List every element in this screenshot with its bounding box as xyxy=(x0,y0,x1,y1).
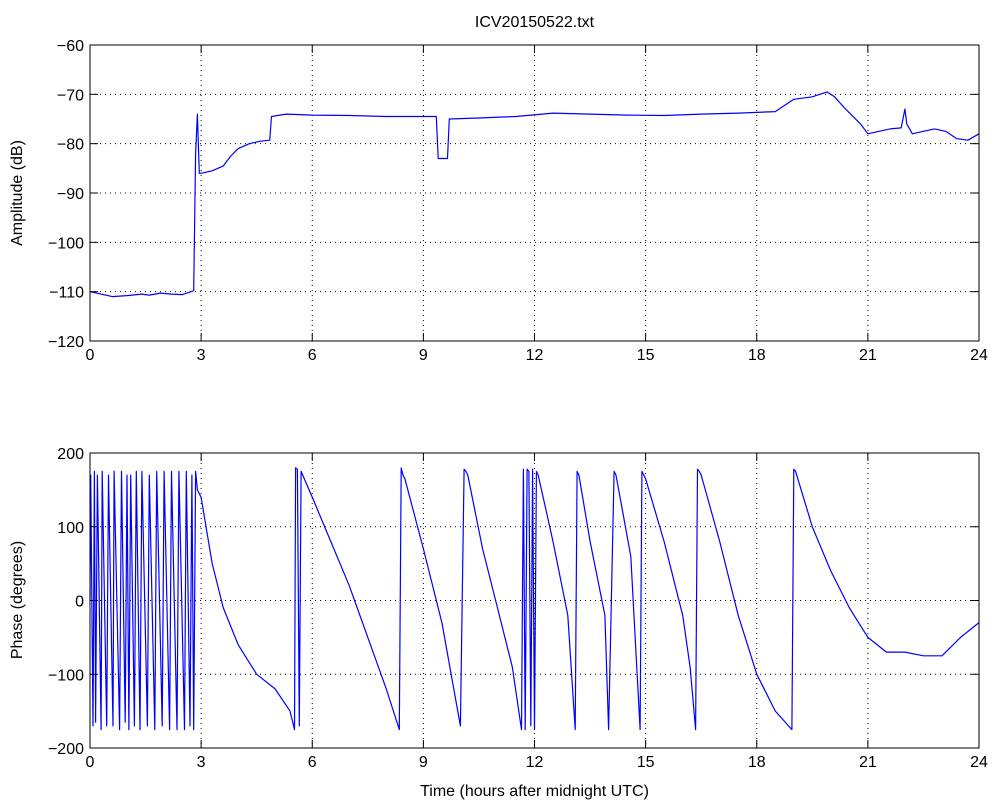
amplitude-x-tick-label: 12 xyxy=(526,347,544,364)
phase-y-tick-label: 0 xyxy=(75,594,84,611)
phase-ticks: 0 3 6 9 12 15 18 21 24 −200 −100 0 100 200 xyxy=(48,446,988,771)
phase-x-tick-label: 6 xyxy=(308,754,317,771)
amplitude-series-line xyxy=(89,91,980,298)
phase-y-tick-label: 100 xyxy=(57,520,84,537)
amplitude-ticks: 0 3 6 9 12 15 18 21 24 −120 −110 −100 −90 −80 −70 −60 xyxy=(48,38,988,364)
phase-x-tick-label: 12 xyxy=(526,754,544,771)
phase-plot: 0 3 6 9 12 15 18 21 24 −200 −100 0 100 200 Phase (deg… xyxy=(9,446,988,800)
amplitude-series xyxy=(89,91,980,298)
amplitude-plot: 0 3 6 9 12 15 18 21 24 −120 −110 −100 −90 −80 −70 −60 I… xyxy=(9,14,988,364)
phase-x-tick-label: 18 xyxy=(748,754,766,771)
phase-y-tick-label: −200 xyxy=(48,741,84,758)
phase-x-tick-label: 0 xyxy=(86,754,95,771)
amplitude-chart-title: ICV20150522.txt xyxy=(475,14,595,31)
phase-series xyxy=(89,467,980,731)
amplitude-x-tick-label: 18 xyxy=(748,347,766,364)
amplitude-x-tick-label: 6 xyxy=(308,347,317,364)
phase-x-tick-label: 21 xyxy=(859,754,877,771)
amplitude-y-tick-label: −60 xyxy=(57,38,84,55)
amplitude-x-tick-label: 21 xyxy=(859,347,877,364)
amplitude-y-tick-label: −90 xyxy=(57,186,84,203)
phase-x-tick-label: 24 xyxy=(970,754,988,771)
phase-x-tick-label: 3 xyxy=(197,754,206,771)
amplitude-y-tick-label: −80 xyxy=(57,137,84,154)
phase-y-tick-label: −100 xyxy=(48,667,84,684)
amplitude-y-axis-label: Amplitude (dB) xyxy=(9,140,26,246)
phase-x-tick-label: 15 xyxy=(637,754,655,771)
amplitude-y-tick-label: −70 xyxy=(57,87,84,104)
phase-x-tick-label: 9 xyxy=(419,754,428,771)
amplitude-x-tick-label: 3 xyxy=(197,347,206,364)
phase-series-line xyxy=(89,467,980,731)
amplitude-x-tick-label: 0 xyxy=(86,347,95,364)
amplitude-y-tick-label: −110 xyxy=(49,285,84,302)
amplitude-y-tick-label: −120 xyxy=(48,334,84,351)
phase-y-tick-label: 200 xyxy=(57,446,84,463)
amplitude-y-tick-label: −100 xyxy=(48,235,84,252)
amplitude-x-tick-label: 15 xyxy=(637,347,655,364)
amplitude-x-tick-label: 9 xyxy=(419,347,428,364)
phase-x-axis-label: Time (hours after midnight UTC) xyxy=(420,783,649,800)
phase-grid xyxy=(90,453,979,748)
phase-y-axis-label: Phase (degrees) xyxy=(9,541,26,659)
amplitude-x-tick-label: 24 xyxy=(970,347,988,364)
